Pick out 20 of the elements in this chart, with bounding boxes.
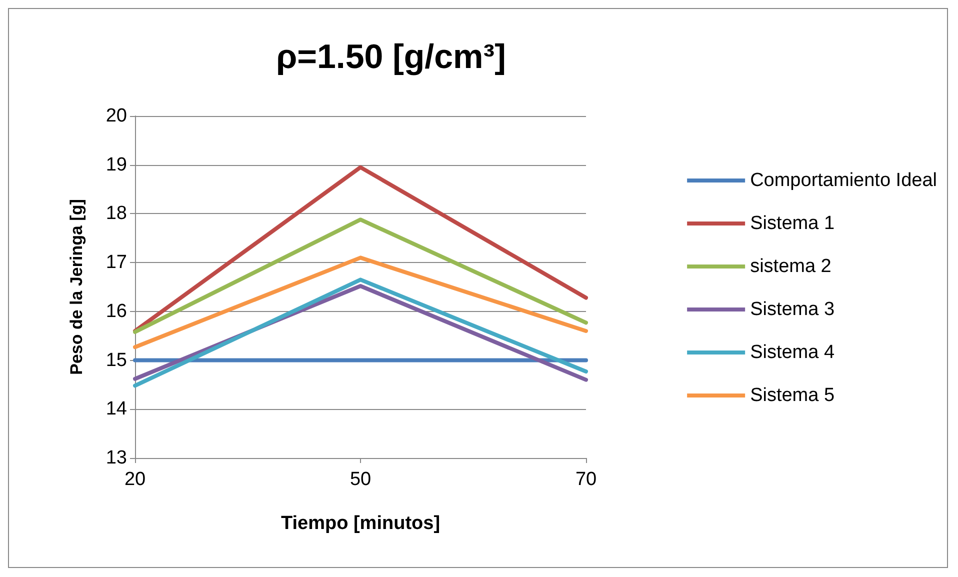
legend-label: Sistema 3: [750, 299, 835, 320]
legend-label: Comportamiento Ideal: [750, 170, 938, 191]
legend-label: Sistema 5: [750, 385, 835, 406]
y-tick-label: 17: [106, 252, 127, 274]
legend-label: Sistema 1: [750, 213, 835, 234]
y-tick-label: 16: [106, 300, 127, 322]
y-tick-label: 14: [106, 398, 128, 420]
x-tick-label: 20: [124, 469, 146, 490]
y-axis-title: Peso de la Jeringa [g]: [67, 199, 86, 375]
y-tick-label: 15: [106, 350, 127, 371]
y-tick-label: 18: [106, 203, 127, 224]
chart-title: ρ=1.50 [g/cm³]: [276, 38, 506, 76]
y-tick-label: 13: [106, 448, 127, 468]
x-axis-title: Tiempo [minutos]: [280, 513, 440, 534]
y-tick-label: 20: [106, 106, 127, 126]
x-tick-label: 70: [575, 469, 597, 490]
legend-label: Sistema 4: [750, 342, 835, 363]
x-tick-label: 50: [350, 469, 372, 490]
y-tick-label: 19: [106, 154, 127, 176]
legend-label: sistema 2: [750, 256, 832, 277]
